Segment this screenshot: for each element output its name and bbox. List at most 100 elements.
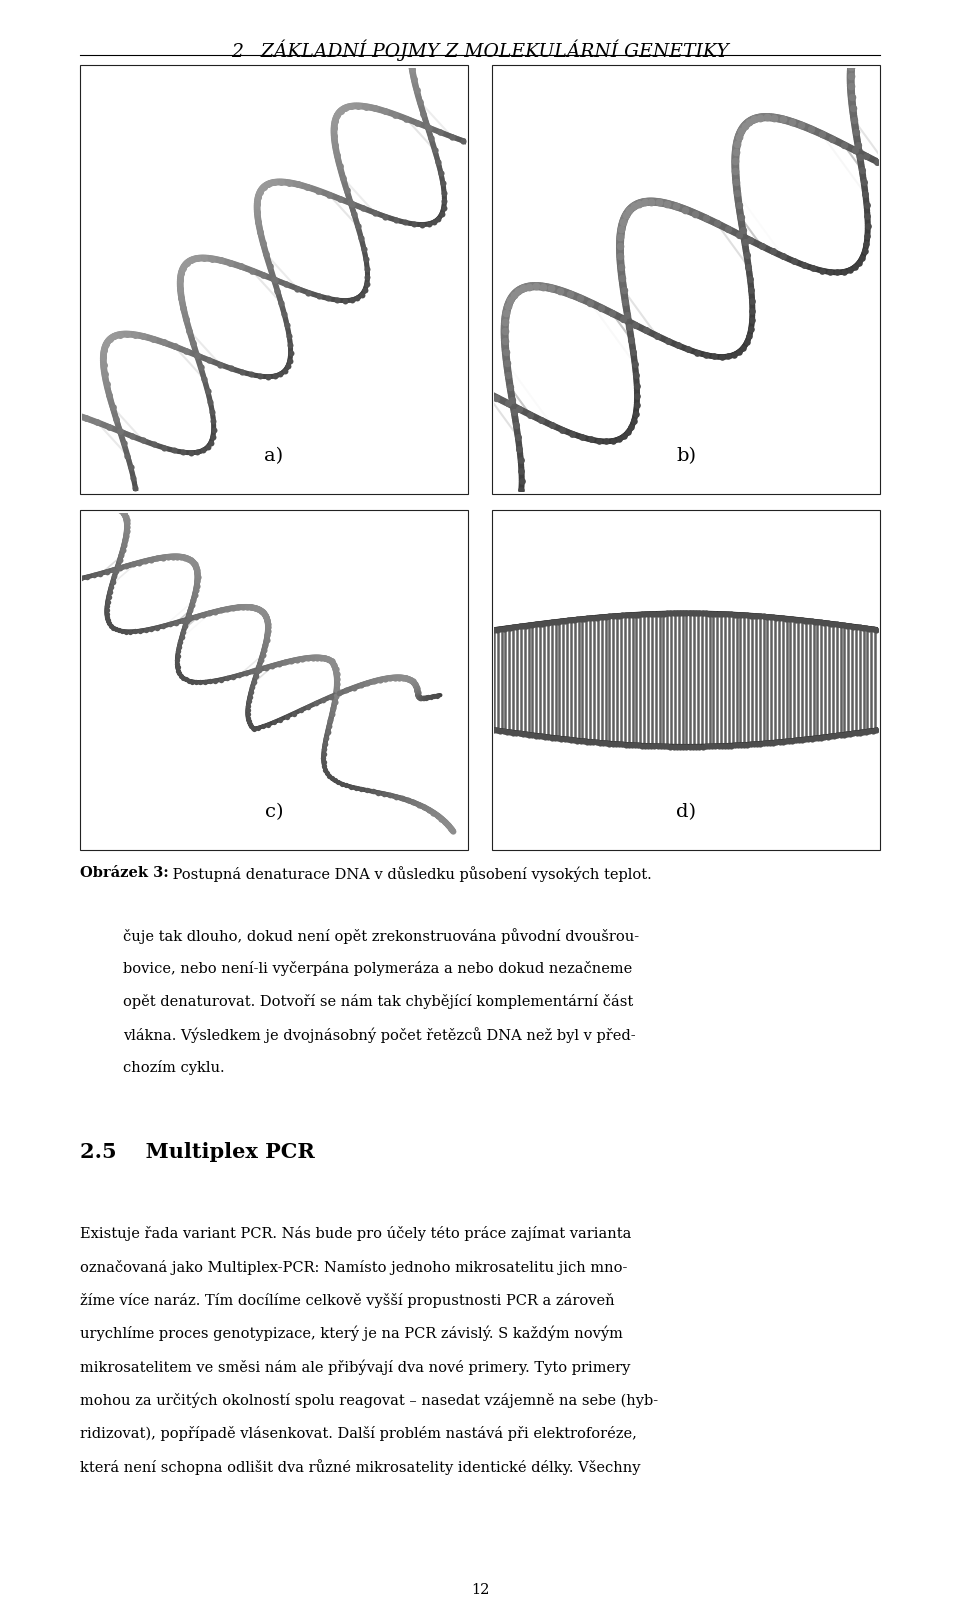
Point — [251, 716, 266, 742]
Point — [728, 159, 743, 185]
Point — [794, 112, 809, 138]
Point — [679, 601, 694, 627]
Point — [276, 358, 292, 384]
Point — [129, 484, 144, 510]
Point — [855, 719, 871, 745]
Point — [111, 617, 127, 643]
Point — [411, 683, 426, 709]
Point — [195, 602, 210, 628]
Point — [946, 175, 960, 201]
Point — [554, 609, 569, 635]
Point — [377, 99, 393, 125]
Point — [327, 108, 343, 134]
Point — [233, 254, 249, 280]
Point — [588, 604, 604, 630]
Point — [605, 300, 620, 325]
Point — [259, 623, 275, 649]
Point — [647, 733, 662, 759]
Point — [86, 562, 102, 588]
Point — [554, 725, 569, 751]
Point — [103, 612, 118, 638]
Point — [743, 602, 758, 628]
Point — [626, 194, 641, 220]
Point — [112, 547, 128, 573]
Point — [653, 601, 668, 627]
Point — [185, 549, 201, 575]
Point — [744, 277, 759, 303]
Point — [99, 593, 114, 618]
Point — [321, 646, 336, 672]
Point — [437, 188, 452, 214]
Point — [572, 285, 588, 311]
Point — [762, 730, 778, 756]
Point — [358, 94, 373, 120]
Point — [357, 277, 372, 303]
Point — [736, 602, 752, 628]
Point — [308, 690, 324, 716]
Point — [613, 254, 629, 280]
Point — [496, 719, 512, 745]
Point — [266, 266, 281, 291]
Point — [849, 720, 864, 746]
Point — [376, 780, 392, 806]
Point — [839, 612, 854, 638]
Point — [181, 606, 197, 631]
Point — [583, 729, 598, 754]
Point — [490, 617, 505, 643]
Bar — [80, 65, 468, 494]
Point — [852, 615, 868, 641]
Point — [759, 730, 775, 756]
Point — [101, 584, 116, 610]
Point — [631, 732, 646, 758]
Point — [847, 138, 862, 164]
Point — [226, 664, 241, 690]
Point — [119, 507, 134, 533]
Point — [750, 602, 765, 628]
Point — [612, 223, 628, 249]
Point — [177, 544, 192, 570]
Point — [638, 317, 654, 343]
Point — [503, 287, 518, 312]
Point — [737, 113, 753, 139]
Point — [173, 628, 188, 654]
Point — [279, 312, 295, 338]
Text: Postupná denaturace DNA v důsledku působení vysokých teplot.: Postupná denaturace DNA v důsledku působ… — [168, 866, 652, 882]
Point — [174, 544, 189, 570]
Point — [566, 727, 582, 753]
Point — [626, 338, 641, 364]
Point — [731, 602, 746, 628]
Point — [699, 342, 714, 368]
Point — [326, 123, 342, 149]
Point — [670, 332, 685, 358]
Point — [497, 317, 513, 343]
Point — [175, 607, 190, 633]
Point — [316, 740, 331, 766]
Point — [112, 322, 128, 348]
Point — [188, 576, 204, 602]
Point — [105, 393, 120, 419]
Point — [112, 555, 128, 581]
Point — [721, 733, 736, 759]
Point — [438, 810, 453, 835]
Point — [398, 105, 414, 131]
Point — [613, 215, 629, 241]
Point — [405, 669, 420, 695]
Point — [647, 601, 662, 627]
Point — [825, 126, 840, 152]
Point — [860, 214, 876, 240]
Point — [669, 733, 684, 759]
Point — [616, 277, 632, 303]
Point — [740, 732, 756, 758]
Point — [643, 733, 659, 759]
Point — [329, 287, 345, 312]
Point — [68, 402, 84, 427]
Point — [543, 275, 559, 301]
Point — [119, 510, 134, 536]
Point — [612, 426, 627, 452]
Point — [496, 615, 512, 641]
Point — [276, 301, 292, 327]
Point — [420, 358, 435, 384]
Point — [688, 601, 704, 627]
Point — [557, 607, 572, 633]
Point — [506, 614, 521, 640]
